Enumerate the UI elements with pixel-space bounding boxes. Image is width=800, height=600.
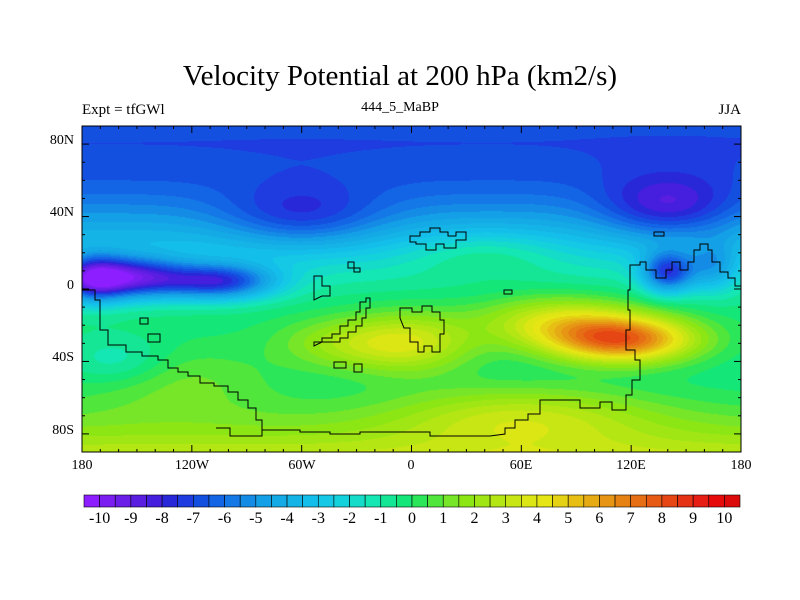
x-tick-label: 180 (730, 458, 752, 473)
colorbar-box (458, 494, 475, 508)
x-tick-label: 120W (174, 458, 210, 473)
colorbar-label: 3 (501, 510, 510, 527)
coastline-island-8 (653, 231, 665, 237)
colorbar-box (489, 494, 507, 508)
coastline-island-4 (353, 363, 363, 373)
colorbar-box (552, 494, 569, 508)
colorbar-label: 2 (470, 510, 479, 527)
coastline-central (313, 275, 331, 301)
colorbar-label: 9 (689, 510, 698, 527)
y-tick-label: 40N (49, 205, 74, 220)
coastline-island-1 (147, 333, 161, 343)
colorbar-box (364, 494, 382, 508)
y-tick-label: 80S (52, 423, 74, 438)
colorbar-box (661, 494, 678, 508)
y-tick-label: 40S (52, 350, 74, 365)
colorbar-box (536, 494, 553, 508)
colorbar-box (317, 494, 335, 508)
colorbar-box (411, 494, 428, 508)
colorbar-label: -8 (155, 510, 169, 527)
colorbar-label: -1 (374, 510, 388, 527)
case-label: 444_5_MaBP (361, 100, 439, 115)
colorbar-box (193, 494, 210, 508)
colorbar-box (286, 494, 303, 508)
colorbar-box (333, 494, 350, 508)
experiment-label: Expt = tfGWl (82, 102, 165, 118)
colorbar-box (99, 494, 116, 508)
colorbar-box (505, 494, 522, 508)
colorbar-box (255, 494, 272, 508)
colorbar-box (427, 494, 444, 508)
colorbar-label: -2 (342, 510, 357, 527)
colorbar-box (521, 494, 538, 508)
coastline-island-2 (139, 317, 149, 325)
colorbar-label: -3 (311, 510, 325, 527)
x-tick-label: 60E (509, 458, 533, 473)
coastline-americas (82, 243, 741, 437)
coastline-layer (82, 227, 741, 437)
colorbar-box (645, 494, 663, 508)
colorbar-label: 5 (564, 510, 573, 527)
colorbar-box (474, 494, 491, 508)
velocity-potential-field (82, 126, 741, 452)
colorbar-box (442, 494, 460, 508)
coastline-africa (399, 305, 445, 353)
colorbar-box (708, 494, 725, 508)
y-tick-label: 0 (67, 278, 74, 293)
coastline-island-7 (503, 289, 513, 295)
chart-title: Velocity Potential at 200 hPa (km2/s) (182, 60, 618, 92)
colorbar-box (239, 494, 257, 508)
colorbar-label: 4 (532, 510, 541, 527)
x-tick-label: 60W (288, 458, 316, 473)
colorbar-box (349, 494, 366, 508)
season-label: JJA (718, 102, 741, 118)
colorbar-box (114, 494, 132, 508)
colorbar-box (161, 494, 179, 508)
colorbar-label: 7 (626, 510, 635, 527)
colorbar-box (146, 494, 163, 508)
x-tick-label: 180 (71, 458, 93, 473)
colorbar-box (130, 494, 147, 508)
colorbar-box (271, 494, 288, 508)
colorbar-box (208, 494, 225, 508)
colorbar-label: 8 (657, 510, 666, 527)
colorbar-box (224, 494, 241, 508)
colorbar-box (599, 494, 616, 508)
colorbar-label: -5 (249, 510, 263, 527)
colorbar-box (614, 494, 631, 508)
colorbar-label: -10 (88, 510, 111, 527)
colorbar-box (83, 494, 100, 508)
colorbar-box (380, 494, 397, 508)
colorbar-label: -7 (186, 510, 200, 527)
y-tick-label: 80N (49, 133, 74, 148)
colorbar-box (724, 494, 741, 508)
colorbar-box (396, 494, 413, 508)
colorbar-label: -9 (124, 510, 138, 527)
colorbar-label: 0 (408, 510, 416, 527)
colorbar-box (583, 494, 600, 508)
colorbar (83, 494, 741, 508)
coastline-north-island (409, 227, 467, 251)
colorbar-box (302, 494, 319, 508)
x-tick-label: 120E (616, 458, 646, 473)
coastline-island-3 (333, 361, 347, 369)
x-tick-label: 0 (407, 458, 415, 473)
colorbar-box (177, 494, 194, 508)
coastline-south (216, 427, 263, 437)
colorbar-label: 10 (716, 510, 733, 527)
colorbar-label: -6 (217, 510, 232, 527)
coastline-island-6 (353, 267, 361, 273)
colorbar-box (677, 494, 694, 508)
colorbar-label: 6 (595, 510, 604, 527)
colorbar-box (567, 494, 585, 508)
colorbar-label: 1 (439, 510, 448, 527)
colorbar-box (692, 494, 710, 508)
colorbar-label: -4 (280, 510, 294, 527)
field-layer (82, 126, 741, 452)
coastline-south-america (313, 297, 371, 347)
colorbar-box (630, 494, 647, 508)
tick-marks (81, 125, 742, 453)
